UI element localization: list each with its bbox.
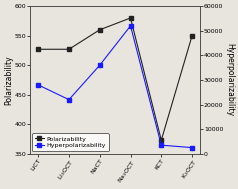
Hyperpolarizability (98, 64, 101, 66)
Polarizability (191, 35, 193, 37)
Hyperpolarizability (68, 98, 70, 101)
Line: Polarizability: Polarizability (36, 16, 194, 142)
Y-axis label: Polarizability: Polarizability (4, 55, 13, 105)
Polarizability (68, 48, 70, 50)
Polarizability (37, 48, 40, 50)
Hyperpolarizability (160, 144, 163, 146)
Polarizability (129, 17, 132, 19)
Y-axis label: Hyperpolarizability: Hyperpolarizability (225, 43, 234, 117)
Line: Hyperpolarizability: Hyperpolarizability (36, 24, 194, 149)
Hyperpolarizability (191, 146, 193, 149)
Polarizability (160, 139, 163, 141)
Polarizability (98, 29, 101, 31)
Legend: Polarizability, Hyperpolarizability: Polarizability, Hyperpolarizability (32, 133, 109, 151)
Hyperpolarizability (37, 84, 40, 86)
Hyperpolarizability (129, 25, 132, 27)
